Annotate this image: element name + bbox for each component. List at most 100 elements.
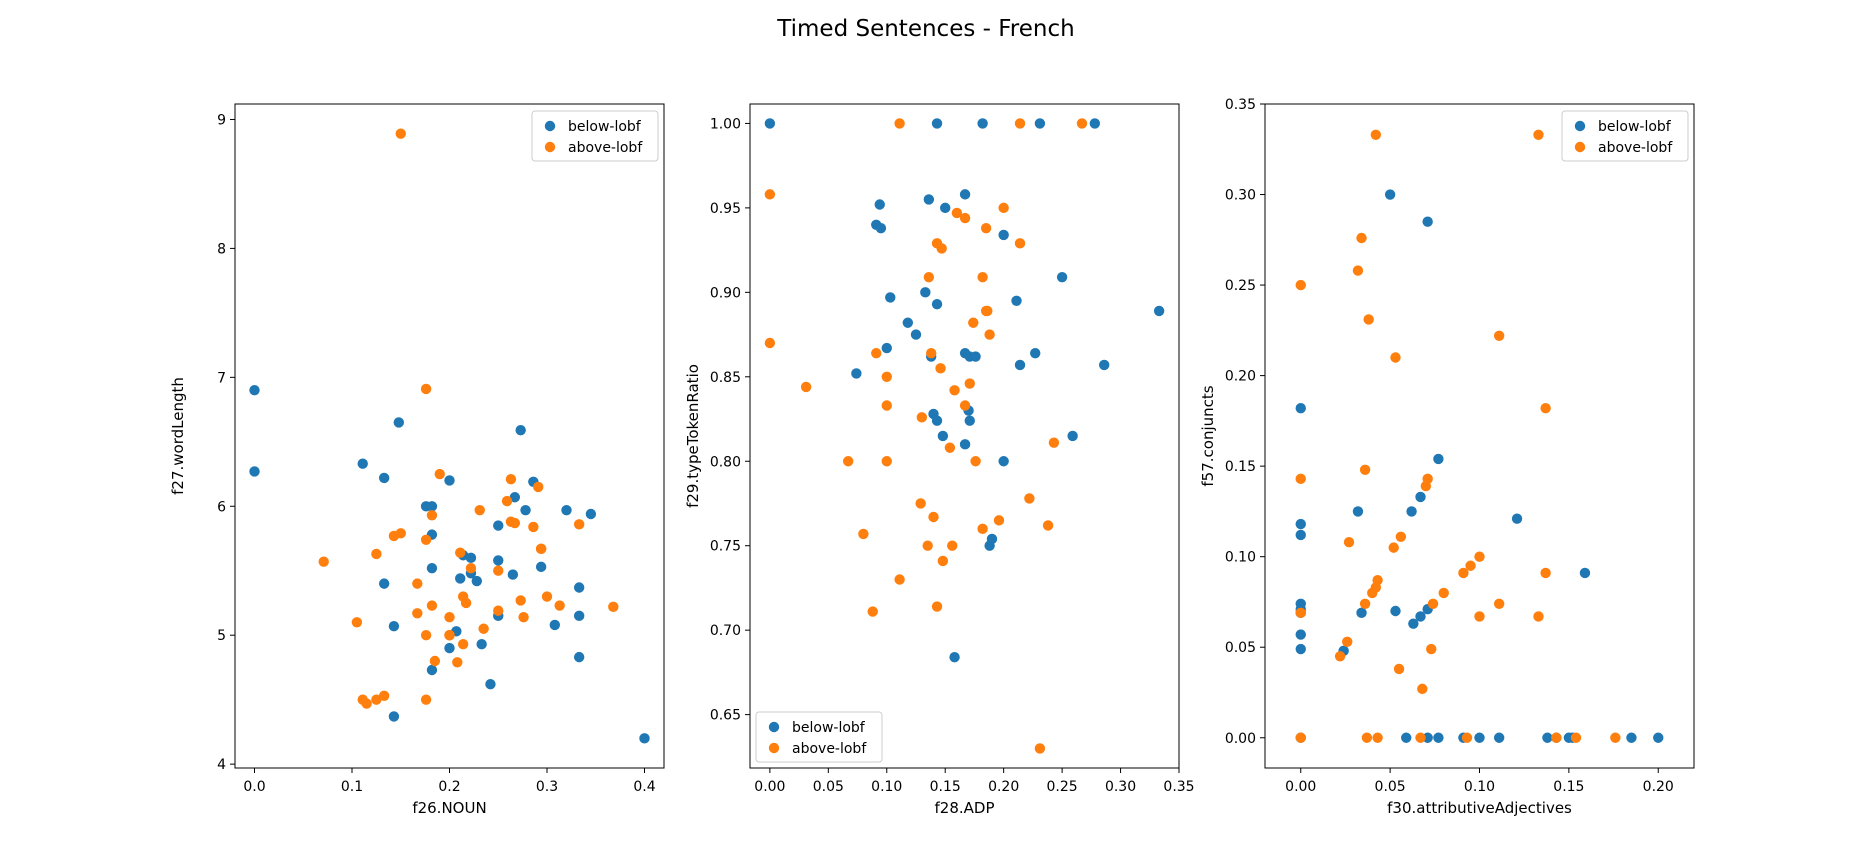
- x-tick-label: 0.10: [871, 779, 902, 795]
- data-point: [964, 378, 975, 389]
- x-tick-label: 0.25: [1047, 779, 1078, 795]
- y-tick-label: 0.30: [1225, 188, 1256, 204]
- x-tick-label: 0.00: [754, 779, 785, 795]
- series-above-lobf: [318, 128, 619, 709]
- data-point: [764, 189, 776, 200]
- data-point: [984, 329, 995, 340]
- data-point: [249, 466, 260, 477]
- x-tick-label: 0.3: [536, 779, 558, 795]
- data-point: [1401, 732, 1412, 743]
- legend-entry: below-lobf: [792, 720, 866, 736]
- data-point: [936, 243, 947, 254]
- data-point: [1334, 651, 1346, 662]
- data-point: [528, 521, 539, 533]
- data-point: [585, 508, 597, 520]
- data-point: [457, 639, 469, 650]
- data-point: [1034, 118, 1046, 129]
- legend-entry: below-lobf: [568, 119, 642, 135]
- data-point: [1295, 279, 1306, 291]
- x-tick-label: 0.05: [813, 779, 844, 795]
- legend-entry: above-lobf: [568, 140, 643, 156]
- data-point: [1433, 453, 1444, 465]
- data-point: [1295, 403, 1306, 414]
- data-point: [959, 439, 971, 450]
- data-point: [1465, 560, 1476, 571]
- data-point: [361, 698, 372, 709]
- data-point: [1048, 437, 1060, 448]
- data-point: [639, 733, 650, 744]
- series-below-lobf: [764, 118, 1165, 663]
- data-point: [764, 337, 776, 349]
- data-point: [968, 317, 979, 328]
- data-point: [881, 342, 892, 354]
- data-point: [1372, 732, 1383, 743]
- legend: below-lobf above-lobf: [1561, 110, 1689, 162]
- data-point: [501, 495, 513, 507]
- data-point: [1551, 732, 1562, 743]
- data-point: [485, 678, 496, 690]
- y-axis-label: f57.conjuncts: [1199, 385, 1217, 486]
- data-point: [947, 540, 958, 551]
- x-axis-label: f30.attributiveAdjectives: [1387, 799, 1572, 817]
- legend-entry: below-lobf: [1598, 119, 1672, 135]
- data-point: [1363, 314, 1374, 325]
- data-point: [858, 528, 869, 540]
- data-point: [1426, 643, 1437, 655]
- data-point: [395, 528, 406, 539]
- y-tick-label: 9: [217, 112, 226, 128]
- x-tick-label: 0.15: [1553, 779, 1584, 795]
- data-point: [935, 363, 946, 374]
- y-tick-label: 0.65: [710, 708, 741, 724]
- legend-entry: above-lobf: [792, 741, 867, 757]
- data-point: [881, 400, 892, 411]
- data-point: [573, 519, 585, 530]
- data-point: [977, 271, 988, 283]
- data-point: [931, 601, 943, 612]
- data-point: [388, 711, 400, 722]
- y-tick-label: 7: [217, 370, 226, 386]
- data-point: [1153, 305, 1165, 317]
- data-point: [1422, 732, 1433, 743]
- data-point: [1370, 582, 1382, 593]
- data-point: [881, 371, 892, 382]
- x-tick-label: 0.35: [1163, 779, 1194, 795]
- data-point: [1098, 359, 1110, 371]
- x-tick-label: 0.4: [633, 779, 655, 795]
- data-point: [371, 548, 382, 560]
- legend: below-lobf above-lobf: [755, 711, 883, 763]
- data-point: [420, 630, 432, 641]
- data-point: [1417, 683, 1428, 695]
- data-point: [515, 595, 526, 606]
- data-point: [1579, 567, 1591, 579]
- data-point: [249, 385, 260, 396]
- x-axis-label: f28.ADP: [935, 799, 995, 817]
- data-point: [444, 630, 455, 641]
- data-point: [800, 381, 812, 393]
- legend-box: [1561, 110, 1689, 162]
- data-point: [420, 694, 432, 705]
- data-point: [993, 515, 1005, 526]
- data-point: [1343, 537, 1355, 548]
- legend-entry: above-lobf: [1598, 140, 1673, 156]
- data-point: [915, 498, 926, 509]
- legend-marker: [544, 141, 556, 153]
- data-point: [573, 651, 585, 663]
- data-point: [1056, 271, 1068, 283]
- data-point: [1427, 598, 1439, 609]
- data-point: [509, 517, 521, 529]
- data-point: [1352, 265, 1364, 276]
- data-point: [478, 623, 489, 634]
- data-point: [949, 385, 960, 396]
- data-point: [1356, 232, 1367, 244]
- data-point: [922, 540, 933, 551]
- data-point: [520, 504, 531, 516]
- data-point: [507, 569, 519, 580]
- data-point: [476, 639, 487, 650]
- legend-box: [755, 711, 883, 763]
- data-point: [1370, 129, 1382, 140]
- data-point: [518, 611, 529, 623]
- data-point: [931, 118, 943, 129]
- y-tick-label: 0.85: [710, 370, 741, 386]
- y-tick-label: 0.10: [1225, 550, 1256, 566]
